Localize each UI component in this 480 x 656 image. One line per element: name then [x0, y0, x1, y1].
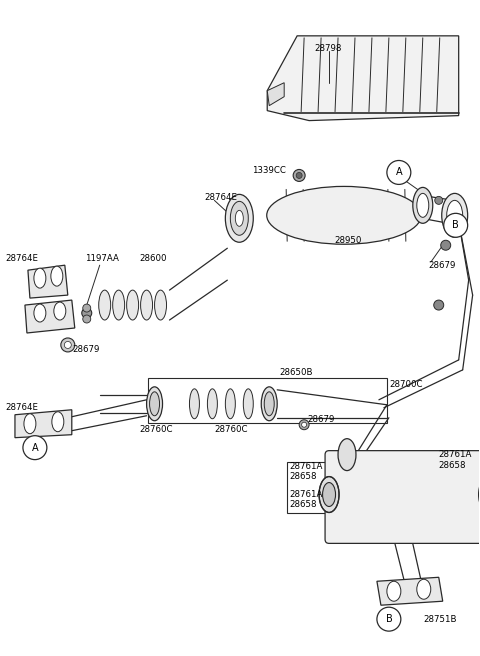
Ellipse shape — [323, 483, 336, 506]
Text: 1339CC: 1339CC — [252, 166, 286, 175]
Text: 28761A: 28761A — [289, 490, 323, 499]
Circle shape — [299, 420, 309, 430]
Ellipse shape — [243, 389, 253, 419]
Text: 28679: 28679 — [73, 346, 100, 354]
Ellipse shape — [447, 200, 463, 230]
Circle shape — [61, 338, 75, 352]
Circle shape — [387, 161, 411, 184]
Ellipse shape — [34, 304, 46, 322]
Circle shape — [441, 240, 451, 250]
Ellipse shape — [417, 194, 429, 217]
Ellipse shape — [54, 302, 66, 320]
Ellipse shape — [417, 579, 431, 599]
Ellipse shape — [442, 194, 468, 237]
Text: 28761A: 28761A — [439, 450, 472, 459]
Ellipse shape — [155, 290, 167, 320]
Ellipse shape — [190, 389, 199, 419]
Circle shape — [293, 169, 305, 182]
Ellipse shape — [264, 392, 274, 416]
Text: 28658: 28658 — [439, 461, 466, 470]
Text: 28764E: 28764E — [5, 403, 38, 412]
Text: 28950: 28950 — [334, 236, 361, 245]
Text: 28751B: 28751B — [424, 615, 457, 624]
Circle shape — [435, 196, 443, 205]
Bar — [147, 378, 387, 422]
Ellipse shape — [24, 414, 36, 434]
Ellipse shape — [261, 387, 277, 420]
Text: 28700C: 28700C — [389, 380, 422, 390]
Circle shape — [23, 436, 47, 460]
Circle shape — [82, 308, 92, 318]
Text: 28760C: 28760C — [215, 425, 248, 434]
Text: 28764E: 28764E — [204, 193, 238, 202]
Ellipse shape — [141, 290, 153, 320]
Ellipse shape — [52, 412, 64, 432]
Ellipse shape — [207, 389, 217, 419]
Circle shape — [83, 304, 91, 312]
Ellipse shape — [113, 290, 125, 320]
Circle shape — [434, 300, 444, 310]
Circle shape — [377, 607, 401, 631]
Ellipse shape — [338, 439, 356, 470]
Text: 28658: 28658 — [289, 472, 317, 481]
Circle shape — [301, 422, 307, 427]
Text: 28679: 28679 — [307, 415, 335, 424]
Circle shape — [83, 315, 91, 323]
Ellipse shape — [479, 476, 480, 512]
Ellipse shape — [225, 194, 253, 242]
Text: B: B — [385, 614, 392, 624]
Ellipse shape — [319, 476, 339, 512]
Ellipse shape — [51, 266, 63, 286]
Text: B: B — [452, 220, 459, 230]
Ellipse shape — [99, 290, 111, 320]
Text: 28764E: 28764E — [5, 254, 38, 262]
Ellipse shape — [150, 392, 159, 416]
Ellipse shape — [225, 389, 235, 419]
Circle shape — [296, 173, 302, 178]
Polygon shape — [377, 577, 443, 605]
Ellipse shape — [230, 201, 248, 236]
Ellipse shape — [34, 268, 46, 288]
Text: 28658: 28658 — [289, 500, 317, 509]
Polygon shape — [15, 410, 72, 438]
Ellipse shape — [146, 387, 163, 420]
Polygon shape — [267, 83, 284, 106]
Circle shape — [64, 342, 72, 348]
Bar — [287, 462, 367, 514]
Text: 28650B: 28650B — [279, 369, 312, 377]
Circle shape — [444, 213, 468, 237]
Ellipse shape — [267, 186, 421, 244]
Text: 1197AA: 1197AA — [85, 254, 119, 262]
Polygon shape — [28, 265, 68, 298]
Text: 28679: 28679 — [429, 260, 456, 270]
Ellipse shape — [387, 581, 401, 601]
Ellipse shape — [413, 188, 433, 223]
Text: 28600: 28600 — [140, 254, 167, 262]
Text: A: A — [396, 167, 402, 177]
Ellipse shape — [127, 290, 139, 320]
Ellipse shape — [235, 211, 243, 226]
Text: 28761A: 28761A — [289, 462, 323, 471]
Polygon shape — [25, 300, 75, 333]
Text: A: A — [32, 443, 38, 453]
Text: 28798: 28798 — [314, 45, 341, 53]
FancyBboxPatch shape — [325, 451, 480, 543]
Text: 28760C: 28760C — [140, 425, 173, 434]
Polygon shape — [267, 36, 459, 121]
